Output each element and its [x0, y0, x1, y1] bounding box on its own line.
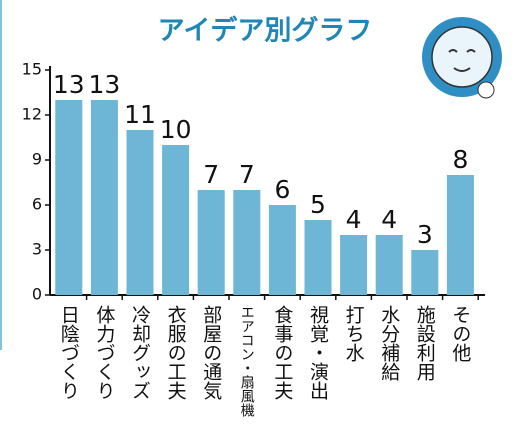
x-tick-label: その他	[449, 305, 471, 362]
y-tick-label: 0	[32, 285, 42, 304]
value-label: 13	[53, 70, 85, 99]
value-label: 11	[124, 100, 156, 129]
mascot	[422, 17, 502, 99]
value-label: 10	[160, 115, 192, 144]
x-tick-label: エアコン・扇風機	[239, 305, 255, 418]
y-tick-label: 3	[32, 240, 42, 259]
value-label: 4	[346, 205, 362, 234]
bar	[126, 130, 154, 295]
bar	[197, 190, 225, 295]
x-tick-label: 日陰づくり	[58, 305, 80, 400]
x-tick-label: 食事の工夫	[271, 305, 293, 400]
value-label: 4	[381, 205, 397, 234]
bar	[90, 100, 118, 295]
value-label: 6	[274, 175, 290, 204]
value-label: 5	[310, 190, 326, 219]
bar	[233, 190, 261, 295]
value-label: 3	[417, 220, 433, 249]
bar	[411, 250, 439, 295]
bar	[446, 175, 474, 295]
x-tick-label: 打ち水	[343, 305, 365, 362]
value-label: 8	[452, 145, 468, 174]
bar	[162, 145, 190, 295]
x-tick-label: 水分補給	[378, 305, 400, 381]
x-tick-label: 視覚・演出	[307, 305, 329, 400]
value-label: 7	[239, 160, 255, 189]
y-tick-label: 9	[32, 150, 42, 169]
value-label: 7	[203, 160, 219, 189]
x-tick-label: 体力づくり	[93, 305, 115, 400]
y-tick-label: 6	[32, 195, 42, 214]
value-label: 13	[88, 70, 120, 99]
x-tick-label: 施設利用	[414, 305, 436, 381]
y-tick-label: 15	[22, 60, 42, 79]
chart-title: アイデア別グラフ	[158, 15, 373, 47]
y-tick-label: 12	[22, 105, 42, 124]
x-tick-label: 部屋の通気	[200, 305, 222, 400]
bar	[340, 235, 368, 295]
x-tick-label: 衣服の工夫	[165, 305, 187, 400]
bar	[304, 220, 332, 295]
bar	[375, 235, 403, 295]
bar	[268, 205, 296, 295]
bar	[55, 100, 83, 295]
x-tick-label: 冷却グッズ	[129, 305, 151, 400]
